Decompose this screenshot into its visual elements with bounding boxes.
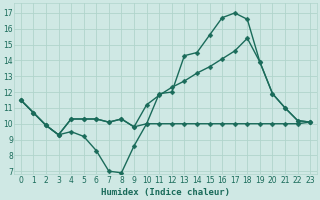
- X-axis label: Humidex (Indice chaleur): Humidex (Indice chaleur): [101, 188, 230, 197]
